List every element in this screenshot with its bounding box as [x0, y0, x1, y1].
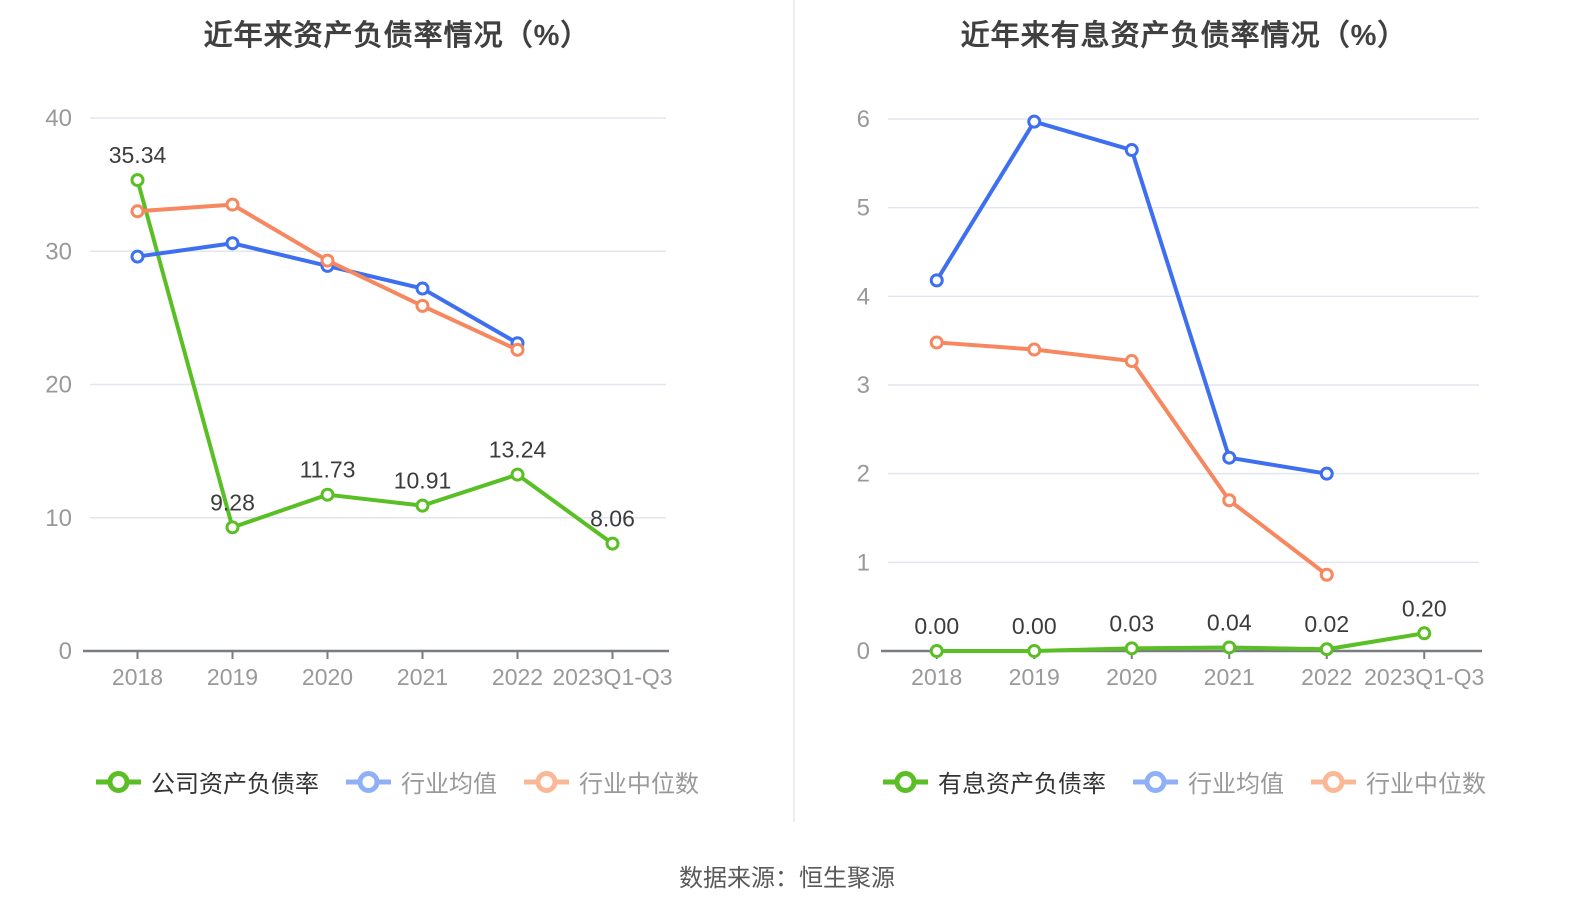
legend-item-industry-median[interactable]: 行业中位数: [523, 764, 699, 799]
x-axis-label: 2022: [492, 664, 543, 690]
line-series: [934, 119, 1329, 476]
y-axis-label: 10: [45, 505, 72, 532]
y-axis-label: 6: [857, 106, 870, 133]
line-marker-icon: [1311, 770, 1356, 793]
data-point-marker: [415, 298, 430, 313]
y-axis-label: 5: [857, 195, 870, 222]
panel-divider: [793, 0, 795, 822]
y-axis-label: 40: [45, 105, 72, 132]
data-point-label: 13.24: [489, 437, 547, 463]
data-point-label: 11.73: [300, 457, 356, 483]
right-chart-title: 近年来有息资产负债率情况（%）: [960, 20, 1408, 52]
data-point-label: 10.91: [394, 468, 452, 494]
data-point-label: 8.06: [590, 506, 635, 532]
data-point-marker: [929, 273, 944, 288]
data-point-label: 0.20: [1402, 595, 1447, 621]
line-marker-icon: [96, 770, 141, 793]
line-series: [135, 178, 615, 546]
data-point-marker: [225, 236, 240, 251]
right-chart-panel: 近年来有息资产负债率情况（%） 0 1 2 3 4 5 6 2018 2019 2020 2021 2…: [794, 0, 1574, 830]
data-point-marker: [225, 520, 240, 535]
x-axis-label: 2019: [1009, 664, 1060, 690]
data-point-marker: [1124, 354, 1139, 369]
data-point-marker: [929, 335, 944, 350]
data-point-marker: [415, 281, 430, 296]
line-marker-icon: [1133, 770, 1178, 793]
data-source-note: 数据来源：恒生聚源: [679, 865, 895, 892]
data-point-label: 0.00: [1012, 613, 1057, 639]
data-point-marker: [1027, 644, 1042, 658]
line-marker-icon: [883, 770, 928, 793]
data-point-marker: [1319, 466, 1334, 481]
data-point-marker: [130, 173, 145, 188]
line-marker-icon: [346, 770, 391, 793]
data-point-marker: [1124, 641, 1139, 656]
data-point-marker: [1319, 642, 1334, 657]
y-axis-label: 0: [59, 638, 72, 665]
legend-item-industry-mean[interactable]: 行业均值: [345, 764, 497, 799]
y-axis-label: 3: [857, 372, 870, 399]
data-point-label: 0.03: [1109, 610, 1154, 636]
data-point-marker: [510, 342, 525, 357]
data-point-label: 0.04: [1207, 609, 1252, 635]
x-axis-label: 2021: [1204, 664, 1255, 690]
data-point-marker: [320, 487, 335, 502]
y-axis-label: 0: [857, 638, 870, 665]
right-chart-plot: 0 1 2 3 4 5 6 2018 2019 2020 2021 2022 2023Q1-Q3 0.00…: [857, 106, 1485, 690]
data-point-marker: [510, 467, 525, 482]
line-marker-icon: [524, 770, 569, 793]
data-point-marker: [415, 498, 430, 513]
y-axis-label: 4: [857, 283, 870, 310]
data-point-marker: [605, 536, 620, 551]
data-point-marker: [320, 253, 335, 268]
legend-item-interest-debt-ratio[interactable]: 有息资产负债率: [882, 764, 1106, 799]
data-point-marker: [130, 249, 145, 264]
left-chart-legend: 公司资产负债率 行业均值 行业中位数: [0, 764, 794, 799]
x-axis-label: 2019: [207, 664, 258, 690]
x-axis-label: 2018: [911, 664, 962, 690]
y-axis-label: 20: [45, 372, 72, 399]
data-point-label: 35.34: [109, 142, 167, 168]
left-chart-panel: 近年来资产负债率情况（%） 0 10 20 30 40 2018 2019 2020 2021 2…: [0, 0, 794, 830]
x-axis-label: 2020: [302, 664, 353, 690]
legend-label: 行业中位数: [579, 771, 699, 798]
legend-item-industry-median[interactable]: 行业中位数: [1310, 764, 1486, 799]
legend-item-company-debt-ratio[interactable]: 公司资产负债率: [95, 764, 319, 799]
legend-item-industry-mean[interactable]: 行业均值: [1132, 764, 1284, 799]
x-axis-label: 2021: [397, 664, 448, 690]
data-point-marker: [1027, 114, 1042, 129]
data-point-marker: [1027, 342, 1042, 357]
data-point-marker: [1319, 567, 1334, 582]
x-axis-label: 2020: [1106, 664, 1157, 690]
right-chart-legend: 有息资产负债率 行业均值 行业中位数: [794, 764, 1574, 799]
data-point-marker: [130, 204, 145, 219]
y-axis-label: 30: [45, 238, 72, 265]
left-chart-title: 近年来资产负债率情况（%）: [203, 20, 591, 52]
x-axis-label: 2018: [112, 664, 163, 690]
data-point-marker: [1222, 640, 1237, 655]
data-point-marker: [1222, 450, 1237, 465]
legend-label: 行业中位数: [1366, 771, 1486, 798]
line-series: [934, 631, 1427, 653]
x-axis-label: 2023Q1-Q3: [552, 664, 672, 690]
data-point-label: 9.28: [210, 489, 255, 515]
legend-label: 行业均值: [401, 771, 497, 798]
data-point-marker: [929, 644, 944, 658]
legend-label: 公司资产负债率: [151, 771, 319, 798]
line-series: [934, 340, 1329, 577]
legend-label: 有息资产负债率: [938, 771, 1106, 798]
x-axis-label: 2023Q1-Q3: [1364, 664, 1484, 690]
data-point-marker: [1417, 626, 1432, 641]
line-series: [135, 202, 520, 352]
legend-label: 行业均值: [1188, 771, 1284, 798]
y-axis-label: 1: [857, 549, 870, 576]
y-axis-label: 2: [857, 461, 870, 488]
data-point-label: 0.02: [1304, 611, 1349, 637]
data-point-marker: [225, 197, 240, 212]
x-axis-label: 2022: [1301, 664, 1352, 690]
data-point-marker: [1124, 143, 1139, 158]
data-point-label: 0.00: [914, 613, 959, 639]
data-point-marker: [1222, 493, 1237, 508]
left-chart-plot: 0 10 20 30 40 2018 2019 2020 2021 2022 2023Q1-Q3 35…: [45, 105, 672, 690]
